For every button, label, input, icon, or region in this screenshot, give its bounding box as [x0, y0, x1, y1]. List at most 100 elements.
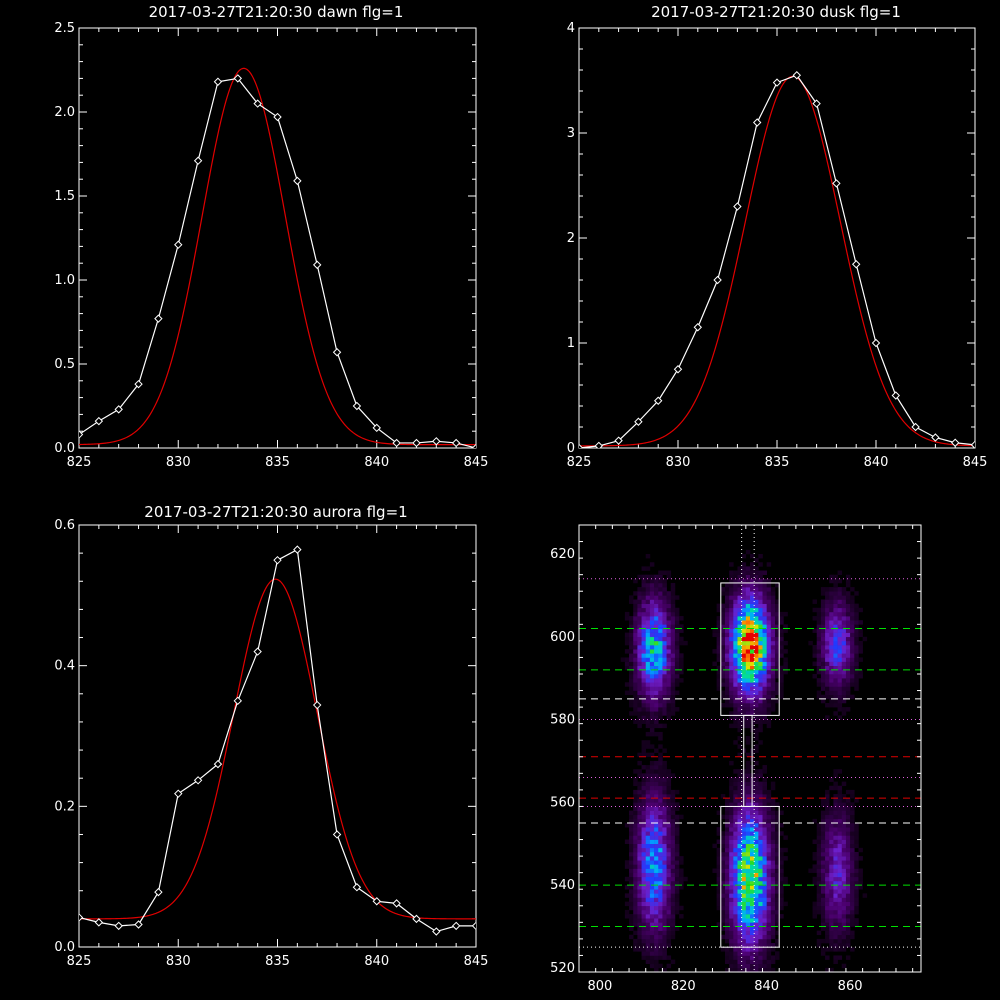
heatmap-pixel — [766, 823, 772, 828]
heatmap-pixel — [645, 885, 651, 890]
heatmap-pixel — [850, 657, 855, 662]
heatmap-pixel — [845, 922, 851, 927]
heatmap-pixel — [833, 595, 838, 600]
heatmap-pixel — [754, 628, 759, 633]
heatmap-pixel — [737, 636, 742, 642]
heatmap-pixel — [666, 785, 672, 791]
heatmap-pixel — [724, 624, 730, 629]
heatmap-pixel — [833, 649, 838, 654]
heatmap-pixel — [745, 930, 751, 936]
heatmap-pixel — [754, 632, 759, 638]
heatmap-pixel — [733, 943, 738, 948]
heatmap-pixel — [829, 620, 834, 625]
data-point-diamond — [193, 776, 203, 785]
heatmap-pixel — [770, 818, 776, 824]
heatmap-pixel — [658, 893, 663, 898]
heatmap-pixel — [820, 661, 826, 667]
heatmap-pixel — [741, 620, 747, 625]
heatmap-pixel — [754, 711, 759, 716]
heatmap-pixel — [666, 864, 672, 869]
heatmap-pixel — [850, 847, 855, 853]
heatmap-pixel — [758, 719, 763, 724]
heatmap-pixel — [662, 814, 667, 820]
heatmap-pixel — [762, 624, 767, 629]
heatmap-pixel — [833, 843, 838, 849]
heatmap-pixel — [825, 905, 830, 911]
heatmap-pixel — [829, 864, 834, 869]
heatmap-pixel — [641, 876, 647, 882]
heatmap-pixel — [854, 616, 859, 621]
heatmap-pixel — [775, 632, 780, 638]
heatmap-pixel — [729, 839, 734, 844]
heatmap-pixel — [649, 843, 655, 849]
heatmap-pixel — [649, 818, 655, 824]
heatmap-pixel — [733, 570, 738, 575]
heatmap-pixel — [670, 636, 676, 642]
heatmap-pixel — [812, 914, 818, 919]
heatmap-pixel — [745, 574, 751, 580]
heatmap-pixel — [662, 934, 667, 940]
heatmap-pixel — [770, 661, 776, 667]
heatmap-pixel — [829, 603, 834, 609]
heatmap-pixel — [633, 624, 638, 629]
heatmap-pixel — [758, 943, 763, 948]
heatmap-pixel — [658, 591, 663, 596]
heatmap-pixel — [841, 880, 847, 886]
heatmap-pixel — [841, 934, 847, 940]
heatmap-pixel — [754, 794, 759, 799]
heatmap-pixel — [741, 690, 747, 695]
x-tick-label: 800 — [587, 979, 612, 994]
heatmap-pixel — [745, 893, 751, 898]
data-point-diamond — [970, 440, 975, 448]
heatmap-pixel — [629, 640, 634, 646]
heatmap-pixel — [641, 860, 647, 865]
heatmap-pixel — [825, 835, 830, 840]
heatmap-pixel — [724, 678, 730, 683]
heatmap-pixel — [629, 831, 634, 836]
heatmap-pixel — [841, 707, 847, 712]
heatmap-pixel — [816, 835, 822, 840]
heatmap-pixel — [637, 698, 642, 704]
heatmap-pixel — [775, 851, 780, 857]
heatmap-pixel — [670, 582, 676, 588]
heatmap-pixel — [729, 963, 734, 969]
heatmap-pixel — [854, 864, 859, 869]
heatmap-pixel — [829, 599, 834, 604]
heatmap-pixel — [845, 901, 851, 907]
heatmap-pixel — [637, 785, 642, 791]
heatmap-pixel — [737, 885, 742, 890]
heatmap-pixel — [724, 876, 730, 882]
heatmap-pixel — [733, 947, 738, 952]
heatmap-pixel — [641, 947, 647, 952]
heatmap-pixel — [629, 914, 634, 919]
heatmap-pixel — [758, 740, 763, 745]
heatmap-pixel — [833, 686, 838, 691]
heatmap-pixel — [641, 802, 647, 807]
heatmap-pixel — [724, 818, 730, 824]
heatmap-pixel — [733, 624, 738, 629]
heatmap-pixel — [766, 686, 772, 691]
heatmap-pixel — [779, 694, 784, 700]
heatmap-pixel — [754, 806, 759, 811]
heatmap-pixel — [662, 777, 667, 782]
heatmap-pixel — [754, 876, 759, 882]
heatmap-pixel — [770, 889, 776, 894]
heatmap-pixel — [850, 789, 855, 795]
heatmap-pixel — [662, 669, 667, 675]
heatmap-pixel — [825, 914, 830, 919]
heatmap-pixel — [779, 860, 784, 865]
heatmap-pixel — [779, 678, 784, 683]
heatmap-pixel — [820, 947, 826, 952]
heatmap-pixel — [766, 860, 772, 865]
heatmap-pixel — [762, 657, 767, 662]
heatmap-pixel — [750, 814, 755, 820]
heatmap-pixel — [633, 835, 638, 840]
heatmap-pixel — [645, 740, 651, 745]
heatmap-pixel — [733, 922, 738, 927]
heatmap-pixel — [841, 905, 847, 911]
heatmap-pixel — [750, 889, 755, 894]
heatmap-pixel — [670, 839, 676, 844]
heatmap-pixel — [720, 678, 726, 683]
heatmap-pixel — [645, 624, 651, 629]
heatmap-pixel — [666, 665, 672, 671]
